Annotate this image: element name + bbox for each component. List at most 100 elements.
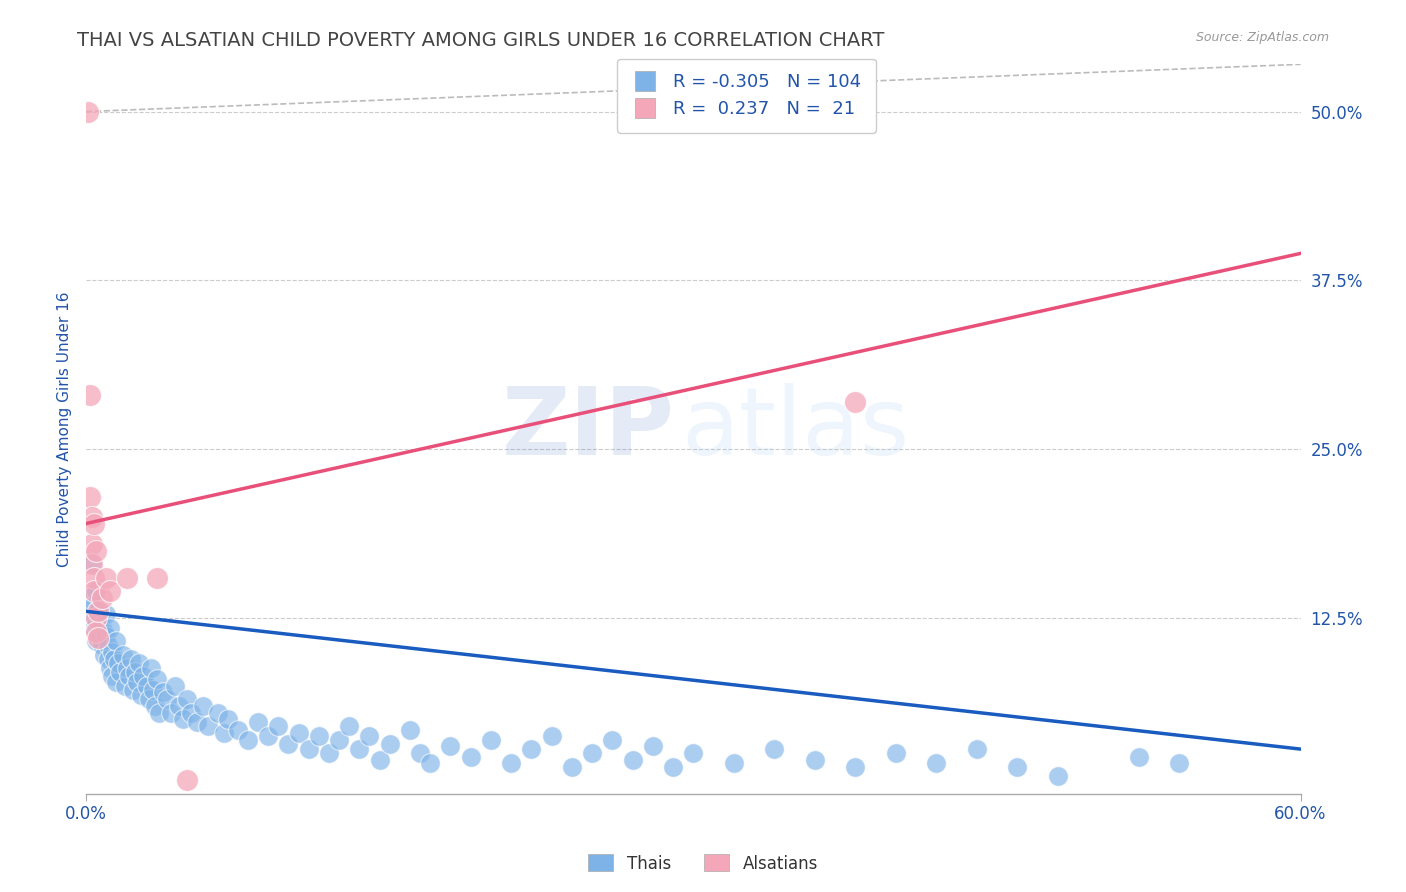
Point [91, 591, 114, 605]
Point [277, 737, 299, 751]
Point [1128, 750, 1150, 764]
Point [84, 624, 107, 639]
Point [337, 719, 360, 733]
Point [96, 570, 118, 584]
Point [132, 669, 155, 683]
Point [121, 682, 143, 697]
Point [561, 759, 583, 773]
Point [501, 756, 523, 770]
Point [129, 688, 152, 702]
Point [1005, 759, 1028, 773]
Point [105, 674, 128, 689]
Point [87, 604, 110, 618]
Point [96, 629, 118, 643]
Point [359, 729, 381, 743]
Text: ZIP: ZIP [502, 383, 675, 475]
Point [83, 598, 105, 612]
Point [83, 516, 105, 531]
Point [399, 723, 422, 738]
Point [540, 729, 562, 743]
Point [82, 509, 104, 524]
Text: atlas: atlas [681, 383, 910, 475]
Point [84, 611, 107, 625]
Point [439, 739, 461, 754]
Point [641, 739, 664, 754]
Point [105, 634, 128, 648]
Point [328, 732, 350, 747]
Point [128, 656, 150, 670]
Point [662, 759, 685, 773]
Point [120, 651, 142, 665]
Point [148, 706, 170, 720]
Point [124, 665, 146, 679]
Point [117, 669, 139, 683]
Point [79, 591, 101, 605]
Point [139, 661, 162, 675]
Point [479, 732, 502, 747]
Point [98, 584, 121, 599]
Point [84, 543, 107, 558]
Point [763, 742, 786, 756]
Point [226, 723, 249, 738]
Point [89, 611, 111, 625]
Point [308, 729, 330, 743]
Point [287, 726, 309, 740]
Point [844, 759, 866, 773]
Point [83, 570, 105, 584]
Point [925, 756, 948, 770]
Point [135, 679, 157, 693]
Point [84, 617, 107, 632]
Point [520, 742, 543, 756]
Point [114, 679, 136, 693]
Legend: Thais, Alsatians: Thais, Alsatians [582, 847, 824, 880]
Point [368, 753, 391, 767]
Point [217, 712, 239, 726]
Point [83, 621, 105, 635]
Point [298, 742, 321, 756]
Point [101, 645, 124, 659]
Point [267, 719, 290, 733]
Legend: R = -0.305   N = 104, R =  0.237   N =  21: R = -0.305 N = 104, R = 0.237 N = 21 [617, 59, 876, 133]
Text: Source: ZipAtlas.com: Source: ZipAtlas.com [1195, 31, 1329, 45]
Point [146, 570, 169, 584]
Point [82, 611, 104, 625]
Point [83, 584, 105, 599]
Point [176, 773, 198, 788]
Point [682, 746, 704, 760]
Point [207, 706, 229, 720]
Point [82, 537, 104, 551]
Point [409, 746, 432, 760]
Point [97, 638, 120, 652]
Point [91, 617, 114, 632]
Point [82, 557, 104, 571]
Point [143, 698, 166, 713]
Point [172, 712, 194, 726]
Point [110, 665, 132, 679]
Point [723, 756, 745, 770]
Point [212, 726, 235, 740]
Point [180, 706, 202, 720]
Point [146, 672, 169, 686]
Point [84, 634, 107, 648]
Point [98, 661, 121, 675]
Point [79, 490, 101, 504]
Point [156, 692, 179, 706]
Point [89, 632, 111, 646]
Point [349, 742, 371, 756]
Point [82, 557, 104, 571]
Point [138, 692, 160, 706]
Text: THAI VS ALSATIAN CHILD POVERTY AMONG GIRLS UNDER 16 CORRELATION CHART: THAI VS ALSATIAN CHILD POVERTY AMONG GIR… [77, 31, 884, 50]
Point [193, 698, 215, 713]
Point [884, 746, 907, 760]
Point [247, 715, 270, 730]
Point [96, 607, 118, 621]
Point [966, 742, 988, 756]
Point [176, 692, 198, 706]
Point [93, 648, 115, 662]
Point [77, 104, 100, 119]
Point [98, 621, 121, 635]
Point [115, 570, 138, 584]
Point [419, 756, 441, 770]
Point [165, 679, 187, 693]
Point [318, 746, 340, 760]
